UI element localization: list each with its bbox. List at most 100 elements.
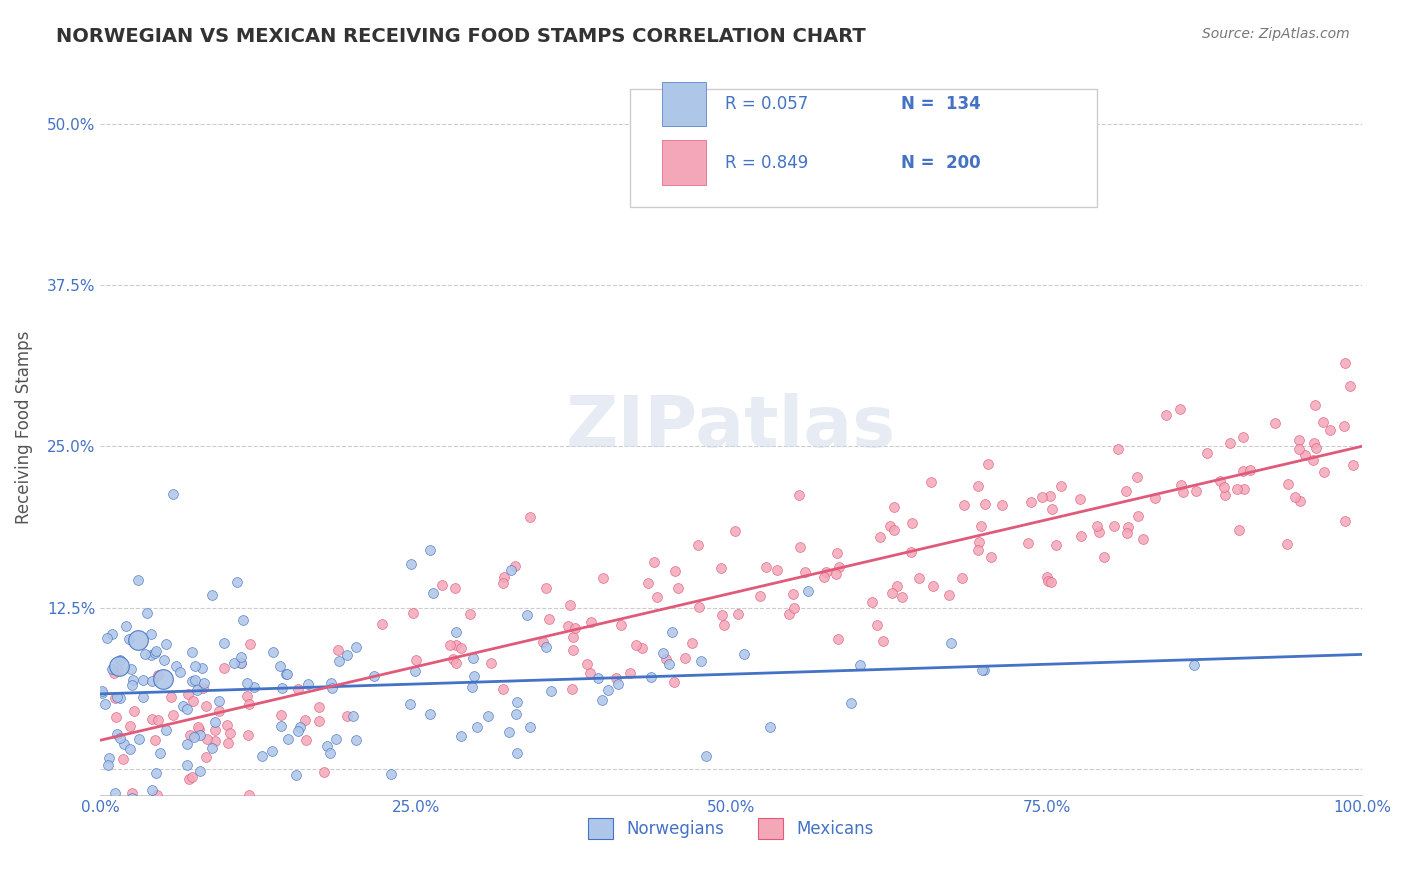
Norwegians xyxy=(222,656,245,670)
Norwegians xyxy=(105,727,128,741)
Norwegians xyxy=(108,690,131,705)
Norwegians xyxy=(607,677,630,691)
Norwegians xyxy=(94,697,117,711)
Norwegians xyxy=(499,563,522,577)
Norwegians xyxy=(404,664,426,678)
Norwegians xyxy=(141,674,163,689)
Mexicans xyxy=(194,749,217,764)
Mexicans xyxy=(1232,430,1254,444)
Mexicans xyxy=(1226,482,1249,496)
Norwegians xyxy=(328,654,350,668)
Mexicans xyxy=(1126,470,1149,484)
Mexicans xyxy=(444,638,467,652)
Norwegians xyxy=(325,731,347,746)
Y-axis label: Receiving Food Stamps: Receiving Food Stamps xyxy=(15,330,32,524)
Norwegians xyxy=(184,659,207,673)
Mexicans xyxy=(643,555,665,569)
Norwegians xyxy=(134,647,156,661)
Mexicans xyxy=(444,657,467,671)
Norwegians xyxy=(235,676,257,690)
Norwegians xyxy=(172,698,194,713)
Norwegians xyxy=(152,653,174,667)
Norwegians xyxy=(277,731,299,746)
Mexicans xyxy=(668,581,690,595)
Norwegians xyxy=(640,670,662,684)
Norwegians xyxy=(363,669,385,683)
Mexicans xyxy=(662,675,685,690)
Mexicans xyxy=(1088,524,1111,539)
Mexicans xyxy=(619,665,641,680)
Norwegians xyxy=(839,696,862,710)
Mexicans xyxy=(883,500,905,514)
Norwegians xyxy=(176,758,198,772)
Mexicans xyxy=(579,665,602,680)
Mexicans xyxy=(967,543,990,558)
Mexicans xyxy=(624,638,647,652)
Norwegians xyxy=(186,682,208,697)
Norwegians xyxy=(180,645,202,659)
Norwegians xyxy=(132,673,155,687)
Mexicans xyxy=(1302,453,1324,467)
Mexicans xyxy=(326,643,349,657)
Norwegians xyxy=(733,647,755,661)
Text: N =  134: N = 134 xyxy=(901,95,981,112)
Mexicans xyxy=(686,538,709,552)
Mexicans xyxy=(121,786,143,800)
Norwegians xyxy=(658,657,681,671)
Mexicans xyxy=(1185,483,1208,498)
Norwegians xyxy=(849,658,872,673)
Mexicans xyxy=(1031,491,1053,505)
Mexicans xyxy=(492,576,515,591)
Mexicans xyxy=(1313,465,1336,479)
Norwegians xyxy=(183,730,205,744)
Norwegians xyxy=(287,723,309,738)
Mexicans xyxy=(828,560,851,574)
Mexicans xyxy=(787,487,810,501)
Norwegians xyxy=(90,686,112,700)
Mexicans xyxy=(238,697,260,711)
Mexicans xyxy=(1038,489,1060,503)
Mexicans xyxy=(664,564,686,578)
Mexicans xyxy=(179,728,201,742)
Norwegians xyxy=(269,658,291,673)
Mexicans xyxy=(219,726,242,740)
Norwegians xyxy=(118,632,141,647)
Norwegians xyxy=(145,766,167,780)
Mexicans xyxy=(295,733,318,747)
Mexicans xyxy=(1116,526,1139,541)
Mexicans xyxy=(450,641,472,656)
Mexicans xyxy=(187,721,209,735)
Norwegians xyxy=(121,677,143,691)
Bar xyxy=(662,140,706,185)
Mexicans xyxy=(564,621,586,635)
Point xyxy=(152,672,174,686)
Norwegians xyxy=(262,645,284,659)
Mexicans xyxy=(1333,356,1355,370)
Mexicans xyxy=(969,535,991,549)
Mexicans xyxy=(531,635,554,649)
Mexicans xyxy=(294,713,316,727)
Mexicans xyxy=(970,519,993,533)
Mexicans xyxy=(538,612,561,626)
Norwegians xyxy=(284,768,307,782)
Mexicans xyxy=(610,618,633,632)
Norwegians xyxy=(101,662,124,676)
Mexicans xyxy=(112,752,135,766)
Mexicans xyxy=(179,772,201,787)
Norwegians xyxy=(143,646,166,660)
FancyBboxPatch shape xyxy=(630,89,1097,207)
Norwegians xyxy=(319,746,342,760)
Mexicans xyxy=(1233,482,1256,496)
Mexicans xyxy=(967,479,990,493)
Norwegians xyxy=(419,706,441,721)
Mexicans xyxy=(1017,536,1039,550)
Norwegians xyxy=(270,718,292,732)
Norwegians xyxy=(797,583,820,598)
Mexicans xyxy=(860,595,883,609)
Mexicans xyxy=(1288,434,1310,448)
Mexicans xyxy=(217,735,239,749)
Norwegians xyxy=(104,786,127,800)
Mexicans xyxy=(605,671,627,685)
Norwegians xyxy=(155,637,177,651)
Norwegians xyxy=(319,675,342,690)
